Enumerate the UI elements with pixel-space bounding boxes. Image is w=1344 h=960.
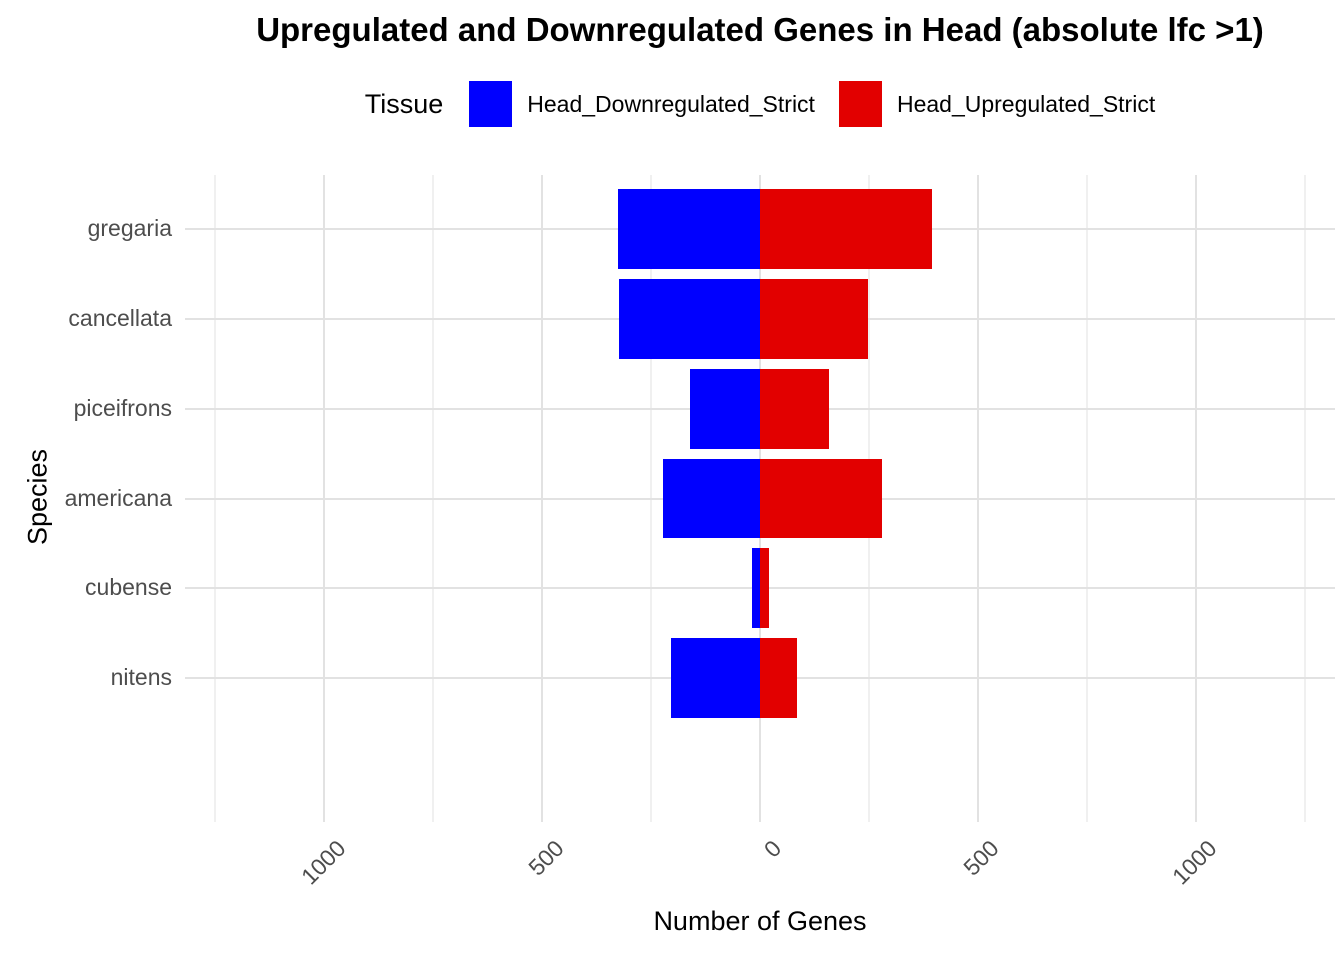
- bar-downregulated: [671, 638, 760, 719]
- bar-upregulated: [760, 368, 830, 449]
- y-tick-label: gregaria: [87, 214, 172, 241]
- bar-downregulated: [663, 458, 760, 539]
- legend-title: Tissue: [364, 88, 444, 119]
- legend-label: Head_Upregulated_Strict: [896, 90, 1156, 117]
- x-tick-label: 500: [523, 835, 569, 881]
- x-tick-label: 1000: [296, 835, 351, 890]
- legend-item-upregulated: Head_Upregulated_Strict: [838, 81, 1156, 127]
- plot-panel: [185, 175, 1335, 822]
- legend-label: Head_Downregulated_Strict: [527, 90, 815, 117]
- bar-upregulated: [760, 458, 882, 539]
- bar-upregulated: [760, 548, 770, 629]
- y-tick-label: americana: [64, 484, 172, 511]
- x-axis-title: Number of Genes: [653, 906, 867, 936]
- x-tick-label: 500: [958, 835, 1005, 881]
- bar-upregulated: [760, 278, 868, 359]
- bar-downregulated: [618, 278, 760, 359]
- x-tick-label: 1000: [1167, 835, 1222, 890]
- legend: Tissue Head_Downregulated_Strict Head_Up…: [185, 80, 1335, 128]
- y-tick-label: nitens: [110, 664, 172, 691]
- legend-key-blue-swatch: [469, 81, 513, 127]
- x-tick-label: 0: [758, 835, 787, 863]
- y-tick-label: piceifrons: [73, 394, 172, 421]
- legend-item-downregulated: Head_Downregulated_Strict: [469, 81, 815, 127]
- bar-upregulated: [760, 638, 798, 719]
- bar-downregulated: [690, 368, 760, 449]
- y-tick-label: cubense: [85, 574, 172, 601]
- bar-downregulated: [617, 188, 760, 269]
- chart-title: Upregulated and Downregulated Genes in H…: [256, 11, 1264, 48]
- bar-upregulated: [760, 188, 932, 269]
- legend-key-red-swatch: [838, 81, 882, 127]
- y-tick-label: cancellata: [68, 304, 172, 331]
- bar-downregulated: [752, 548, 760, 629]
